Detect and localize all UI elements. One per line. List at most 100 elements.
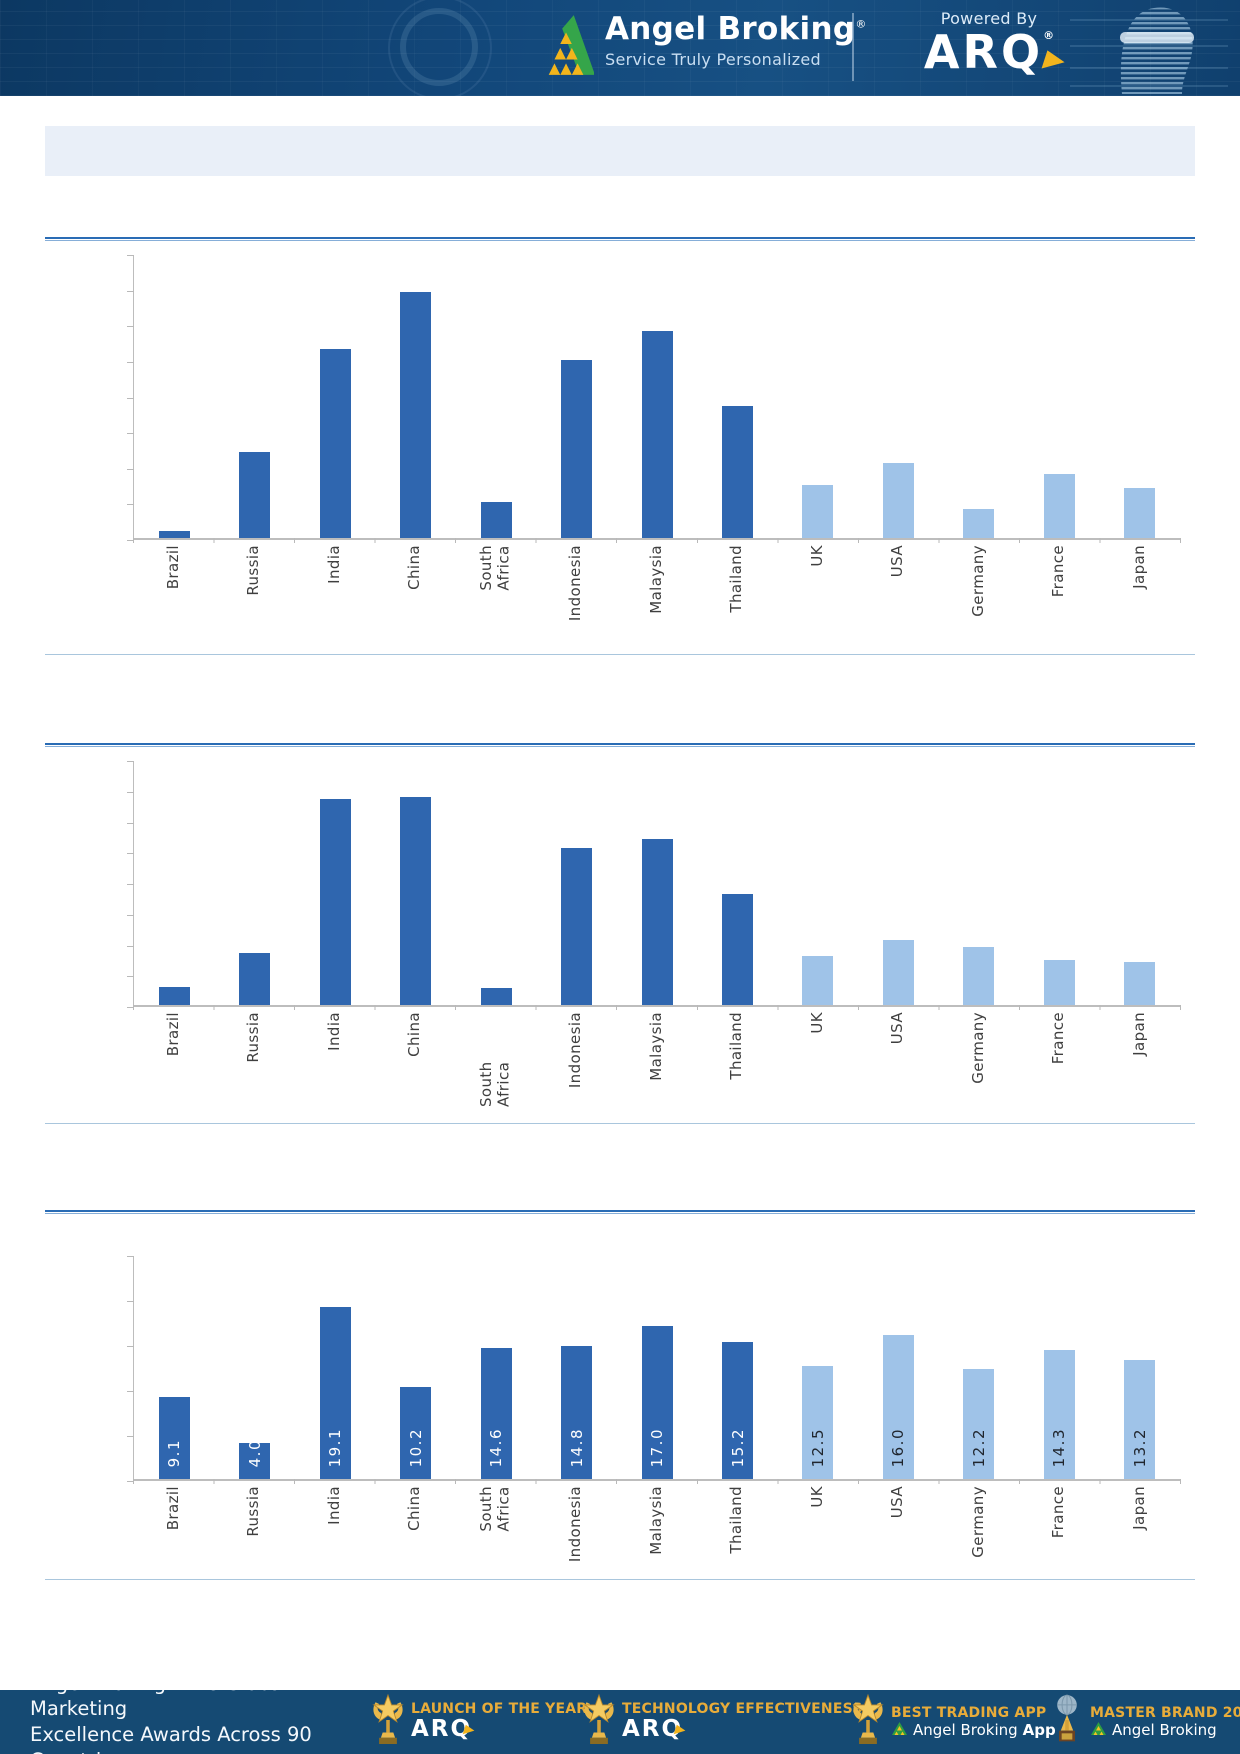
x-axis-label-germany: Germany <box>968 1012 987 1084</box>
trophy-star-icon <box>372 1693 404 1744</box>
award-brand-label: Angel Broking <box>1090 1721 1238 1740</box>
registered-mark: ® <box>855 17 867 31</box>
x-axis-label-japan: Japan <box>1130 1012 1149 1056</box>
bar-value-label: 10.2 <box>406 1427 425 1467</box>
x-axis-ticks <box>133 1479 1181 1484</box>
section-divider <box>45 654 1195 655</box>
x-axis-label-germany: Germany <box>968 1486 987 1558</box>
bar-value-label: 16.0 <box>889 1427 908 1467</box>
chart-section-3: 9.1 4.0 19.1 10.2 14.6 14.8 17.0 15.2 12.5 16.0 12… <box>45 1210 1195 1580</box>
x-axis-label-thailand: Thailand <box>727 545 746 613</box>
chart-section-2: Brazil Russia India China South Africa Indone… <box>45 743 1195 1124</box>
section-top-rule <box>45 237 1195 241</box>
footer-message-line1: Angel Broking Wins Global Marketing <box>30 1690 287 1721</box>
x-axis-label-indonesia: Indonesia <box>566 1486 585 1563</box>
bar-south-africa <box>480 502 512 538</box>
powered-by-label: Powered By <box>940 9 1038 28</box>
award-item-3: BEST TRADING APP Angel Broking App <box>852 1692 1056 1752</box>
award-title: BEST TRADING APP <box>891 1704 1047 1721</box>
x-axis-label-indonesia: Indonesia <box>566 1012 585 1089</box>
chart-plot <box>127 761 1181 1010</box>
x-axis-labels: Brazil Russia India China South Africa Indone… <box>133 1486 1180 1578</box>
brand-name: Angel Broking® <box>605 11 867 47</box>
bar-south-africa: 14.6 <box>480 1348 512 1479</box>
header-decor-circle-outer <box>388 0 492 96</box>
y-axis-tick <box>127 914 134 916</box>
bar-thailand <box>722 894 754 1005</box>
bar-japan: 13.2 <box>1124 1360 1156 1479</box>
y-axis-tick <box>127 822 134 824</box>
bar-germany <box>963 947 995 1005</box>
y-axis-tick <box>127 255 134 256</box>
award-item-4: MASTER BRAND 2016Angel Broking <box>1051 1692 1240 1752</box>
x-axis-label-china: China <box>405 1012 424 1057</box>
x-axis-label-russia: Russia <box>244 1012 263 1063</box>
bar-india <box>319 349 351 538</box>
x-axis-label-russia: Russia <box>244 545 263 596</box>
bar-china: 10.2 <box>400 1387 432 1479</box>
y-axis-tick <box>127 290 134 292</box>
bar-usa <box>882 940 914 1005</box>
y-axis-tick <box>127 468 134 470</box>
bar-uk: 12.5 <box>802 1366 834 1479</box>
bar-malaysia <box>641 839 673 1005</box>
x-axis-label-france: France <box>1049 1012 1068 1065</box>
x-axis-label-malaysia: Malaysia <box>646 1486 665 1555</box>
bar-malaysia: 17.0 <box>641 1326 673 1479</box>
x-axis-label-china: China <box>405 545 424 590</box>
x-axis-label-france: France <box>1049 1486 1068 1539</box>
trophy-star-icon <box>852 1693 884 1744</box>
chart-plot: 9.1 4.0 19.1 10.2 14.6 14.8 17.0 15.2 12.5 16.0 12… <box>127 1256 1181 1484</box>
award-brand-label: Angel Broking App <box>891 1721 1056 1740</box>
x-axis-ticks <box>133 1005 1181 1010</box>
section-divider <box>45 1579 1195 1580</box>
bar-malaysia <box>641 331 673 538</box>
bar-value-label: 9.1 <box>165 1438 184 1467</box>
awards-list: LAUNCH OF THE YEAR ARQ TECHNOLOGY EFFECTIV… <box>372 1692 1240 1752</box>
x-axis-label-uk: UK <box>807 1486 826 1508</box>
x-axis-label-uk: UK <box>807 545 826 567</box>
x-axis-label-usa: USA <box>888 1486 907 1519</box>
award-title: TECHNOLOGY EFFECTIVENESS <box>622 1701 863 1718</box>
header-divider <box>852 13 854 81</box>
x-axis-ticks <box>133 538 1181 543</box>
section-top-rule <box>45 1210 1195 1214</box>
x-axis-label-south-africa: South Africa <box>477 545 513 591</box>
y-axis-tick <box>127 976 134 978</box>
y-axis-tick <box>127 853 134 855</box>
x-axis-labels: Brazil Russia India China South Africa Indone… <box>133 1012 1180 1107</box>
y-axis-tick <box>127 1436 134 1437</box>
angel-mini-logo-icon <box>892 1721 907 1735</box>
bar-china <box>400 292 432 538</box>
bar-france: 14.3 <box>1043 1350 1075 1479</box>
bar-value-label: 14.8 <box>567 1427 586 1467</box>
award-arq-wordmark: ARQ <box>622 1717 687 1742</box>
header-banner: Angel Broking® Service Truly Personalize… <box>0 0 1240 96</box>
x-axis-label-thailand: Thailand <box>727 1012 746 1080</box>
y-axis-tick <box>127 884 134 885</box>
footer-message-line2: Excellence Awards Across 90 Countries <box>30 1723 312 1754</box>
x-axis-label-malaysia: Malaysia <box>646 545 665 614</box>
y-axis-tick <box>127 1481 134 1482</box>
angel-broking-logo-icon <box>548 15 594 75</box>
award-title: LAUNCH OF THE YEAR <box>411 1701 588 1718</box>
bar-value-label: 17.0 <box>648 1427 667 1467</box>
x-axis-label-uk: UK <box>807 1012 826 1034</box>
bar-thailand <box>722 406 754 538</box>
bar-russia <box>239 953 271 1005</box>
x-axis-label-brazil: Brazil <box>163 1012 182 1057</box>
section-top-rule <box>45 743 1195 747</box>
x-axis-label-brazil: Brazil <box>163 545 182 590</box>
award-arq-wordmark: ARQ <box>411 1717 476 1742</box>
bar-value-label: 15.2 <box>728 1427 747 1467</box>
bar-indonesia <box>561 360 593 538</box>
bar-indonesia <box>561 848 593 1005</box>
bar-value-label: 4.0 <box>245 1443 264 1467</box>
brand-tagline: Service Truly Personalized <box>605 50 822 70</box>
bar-france <box>1043 960 1075 1005</box>
x-axis-label-india: India <box>324 1012 343 1051</box>
x-axis-label-thailand: Thailand <box>727 1486 746 1554</box>
title-bar <box>45 126 1195 176</box>
x-axis-label-russia: Russia <box>244 1486 263 1537</box>
